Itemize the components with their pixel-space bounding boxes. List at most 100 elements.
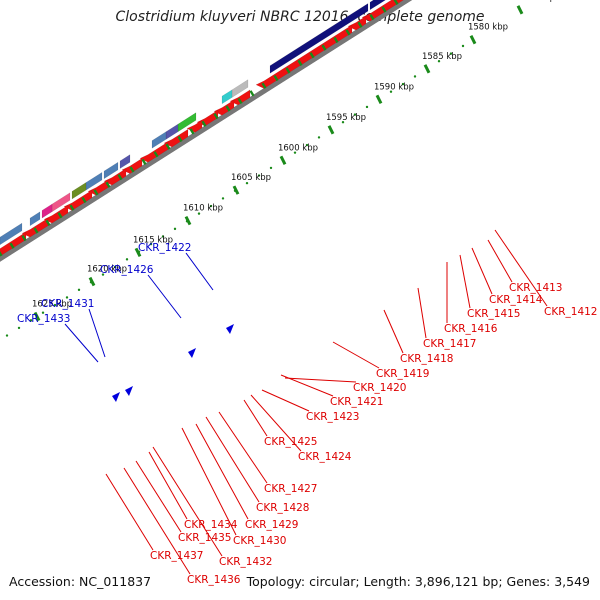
scale-tick-label: 1625 kbp xyxy=(32,300,72,310)
label-leader-blue xyxy=(88,308,106,358)
gene-red xyxy=(213,99,235,116)
gene-inner xyxy=(41,203,53,219)
track-dot xyxy=(69,204,75,211)
scale-tick-label: 1575 kbp xyxy=(515,0,555,3)
gene-label-blue: CKR_1431 xyxy=(41,298,94,310)
scale-dot xyxy=(29,319,33,322)
label-leader-red xyxy=(105,473,154,551)
track-dot xyxy=(321,44,327,51)
scale-dot xyxy=(437,60,441,63)
label-leader-red xyxy=(148,451,188,520)
gene-label-red: CKR_1435 xyxy=(178,532,231,544)
scale-dot xyxy=(353,113,357,116)
gene-label-red: CKR_1428 xyxy=(256,502,309,514)
track-dot xyxy=(45,219,51,226)
scale-dot xyxy=(461,44,465,48)
gene-red xyxy=(229,89,251,106)
scale-dot xyxy=(209,204,213,208)
scale-dot xyxy=(245,181,249,185)
scale-dot xyxy=(125,258,129,261)
scale-dot xyxy=(269,166,273,170)
scale-dot xyxy=(5,334,9,337)
scale-dot xyxy=(173,227,177,231)
gene-label-red: CKR_1418 xyxy=(400,353,453,365)
scale-tick-label: 1620 kbp xyxy=(87,265,127,275)
scale-tick-label: 1595 kbp xyxy=(326,113,366,123)
gene-blue-small xyxy=(125,386,133,396)
track-dot xyxy=(393,0,399,5)
track-dot xyxy=(81,196,87,204)
scale-tick-label: 1585 kbp xyxy=(422,52,462,62)
label-leader-red xyxy=(459,254,471,309)
label-leader-red xyxy=(471,247,493,295)
gene-label-red: CKR_1420 xyxy=(353,382,406,394)
gene-label-red: CKR_1414 xyxy=(489,294,543,306)
label-leader-red xyxy=(181,427,237,536)
gene-blue-small xyxy=(226,324,234,334)
scale-dot xyxy=(113,265,117,269)
scale-tick-label: 1600 kbp xyxy=(278,143,318,153)
scale-dot xyxy=(365,105,369,109)
gene-inner xyxy=(29,211,41,227)
scale-tick-label: 1610 kbp xyxy=(183,204,223,214)
backbone-line xyxy=(0,0,413,262)
track-dot xyxy=(165,143,171,150)
scale-tick-mark xyxy=(33,311,41,322)
map-title: Clostridium kluyveri NBRC 12016, complet… xyxy=(115,9,485,25)
gene-blue-small xyxy=(112,392,120,402)
gene-labels: CKR_1422 CKR_1426 CKR_1431 CKR_1433 CKR_1413… xyxy=(17,242,597,586)
gene-label-red: CKR_1423 xyxy=(306,411,359,423)
label-leader-red xyxy=(261,389,310,412)
track-dot xyxy=(273,74,279,82)
scale-dot xyxy=(401,82,405,86)
gene-label-red: CKR_1419 xyxy=(376,368,429,380)
scale-tick-mark xyxy=(232,185,240,195)
label-leader-red xyxy=(205,416,260,503)
scale-dot xyxy=(293,151,297,154)
gene-inner xyxy=(103,161,119,180)
track-dot xyxy=(249,90,255,97)
label-leader-red xyxy=(152,446,223,557)
track-dot xyxy=(129,166,135,173)
track-dot xyxy=(213,113,219,120)
scale-dot xyxy=(257,174,261,177)
label-leader-red xyxy=(123,467,191,575)
track-dot xyxy=(21,234,27,242)
track-dot xyxy=(33,227,39,234)
gene-label-red: CKR_1430 xyxy=(233,535,286,547)
label-leaders xyxy=(0,0,548,575)
scale-dot xyxy=(221,197,225,200)
backbone xyxy=(0,0,413,262)
track-dot xyxy=(369,13,375,21)
track-dot xyxy=(153,151,159,158)
scale-tick-label: 1605 kbp xyxy=(231,173,271,183)
gene-label-red: CKR_1429 xyxy=(245,519,298,531)
scale-dot xyxy=(317,136,321,139)
scale-dot xyxy=(53,303,57,307)
gene-inner xyxy=(119,154,131,170)
gene-label-red: CKR_1427 xyxy=(264,483,317,495)
gene-label-red: CKR_1415 xyxy=(467,308,520,320)
track-dot xyxy=(117,174,123,181)
gene-label-red: CKR_1424 xyxy=(298,451,352,463)
label-leader-red xyxy=(383,309,404,354)
gene-red xyxy=(121,157,143,174)
label-leader-red xyxy=(243,399,268,437)
scale-tick-mark xyxy=(516,5,524,15)
label-leader-red xyxy=(284,377,357,383)
gene-features xyxy=(0,0,404,402)
backbone-line xyxy=(0,0,413,262)
scale-dot xyxy=(449,52,453,55)
gene-label-red: CKR_1413 xyxy=(509,282,562,294)
gene-red xyxy=(163,128,189,148)
gene-label-blue: CKR_1422 xyxy=(138,242,191,254)
gene-label-red: CKR_1432 xyxy=(219,556,272,568)
scale-dot xyxy=(197,212,201,215)
gene-label-blue: CKR_1433 xyxy=(17,313,70,325)
scale-tick-label: 1615 kbp xyxy=(133,235,173,245)
track-dot xyxy=(333,36,339,44)
accession-text: Accession: NC_011837 xyxy=(9,574,152,589)
track-dot xyxy=(189,128,195,135)
scale-tick-mark xyxy=(423,64,431,74)
